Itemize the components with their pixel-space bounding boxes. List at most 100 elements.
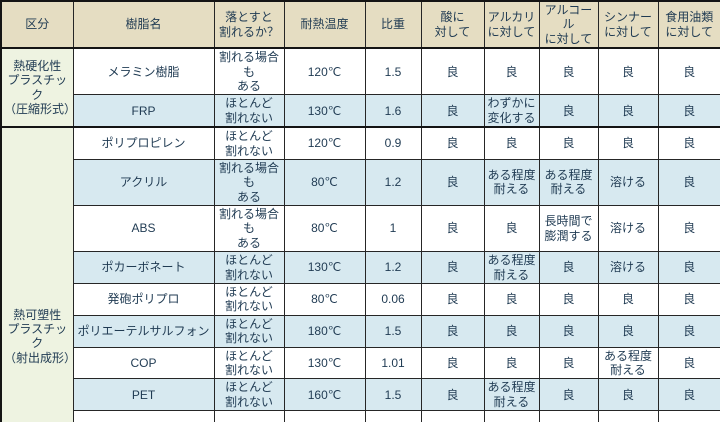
cell-acid: 良 xyxy=(420,283,485,316)
cell-crack: ほとんど 割れない xyxy=(213,126,285,160)
col-header-alkali: アルカリ に対して xyxy=(483,0,540,50)
cell-crack: ほとんど 割れない xyxy=(213,251,285,285)
cell-temp: 120℃ xyxy=(283,126,366,160)
cell-alcohol: 良 xyxy=(538,283,599,316)
cell-resin-name: PET xyxy=(72,378,215,412)
col-header-cooking-oil: 食用油類 に対して xyxy=(657,0,720,50)
col-header-alcohol: アルコール に対して xyxy=(538,0,599,50)
cell-temp: 160℃ xyxy=(283,378,366,412)
col-header-crack-when-dropped: 落とすと 割れるか？ xyxy=(213,0,285,50)
cell-alkali: わずかに 変化する xyxy=(483,94,540,128)
cell-alkali: 良 xyxy=(483,126,540,160)
cell-alcohol: 良 xyxy=(538,94,599,128)
cell-acid: 良 xyxy=(420,251,485,285)
cell-gravity: 0.06 xyxy=(364,283,422,316)
cell-acid: 良 xyxy=(420,378,485,412)
cell-temp: 80℃ xyxy=(283,283,366,316)
cell-alcohol: 良 xyxy=(538,314,599,348)
cell-alkali: 良 xyxy=(483,314,540,348)
cell-temp-split: 120℃ (0.45MPa) 65℃ (1.82MPa) xyxy=(283,410,366,422)
cell-crack: 割れる場合も ある xyxy=(213,158,285,207)
cell-acid: 良 xyxy=(420,410,485,422)
table-row: アクリル 割れる場合も ある 80℃ 1.2 良 ある程度 耐える ある程度 耐… xyxy=(1,158,720,207)
col-header-category: 区分 xyxy=(0,0,74,50)
cell-acid: 良 xyxy=(420,126,485,160)
col-header-resin-name: 樹脂名 xyxy=(72,0,215,50)
cell-gravity: 0.9 xyxy=(364,126,422,160)
cell-alkali: 良 xyxy=(483,346,540,380)
cell-temp: 80℃ xyxy=(283,158,366,207)
cell-alcohol: 良 xyxy=(538,378,599,412)
cell-resin-name: ポリエーテルサルフォン xyxy=(72,314,215,348)
cell-temp: 180℃ xyxy=(283,314,366,348)
cell-alkali: 良 xyxy=(483,205,540,253)
cell-crack: ほとんど 割れない xyxy=(213,94,285,128)
cell-crack: 割れる場合も ある xyxy=(213,410,285,422)
cell-acid: 良 xyxy=(420,47,485,96)
cell-resin-name: ポリ乳酸 xyxy=(72,410,215,422)
cell-resin-name: ABS xyxy=(72,205,215,253)
cell-gravity: 1.5 xyxy=(364,378,422,412)
cell-alkali: ある程度 耐える xyxy=(483,378,540,412)
cell-crack: ほとんど 割れない xyxy=(213,283,285,316)
cell-alkali: ある程度 耐える xyxy=(483,410,540,422)
cell-thinner: 溶ける xyxy=(597,251,659,285)
cell-alkali: ある程度 耐える xyxy=(483,251,540,285)
cell-thinner: 良 xyxy=(597,126,659,160)
col-header-acid: 酸に 対して xyxy=(420,0,485,50)
cell-alcohol: 良 xyxy=(538,47,599,96)
cell-gravity: 1.6 xyxy=(364,94,422,128)
cell-crack: 割れる場合も ある xyxy=(213,205,285,253)
cell-oil: 良 xyxy=(657,283,720,316)
table-row: COP ほとんど 割れない 130℃ 1.01 良 良 良 ある程度 耐える 良 xyxy=(1,346,720,380)
cell-temp: 130℃ xyxy=(283,251,366,285)
cell-alcohol: 良 xyxy=(538,251,599,285)
cell-acid: 良 xyxy=(420,314,485,348)
cell-crack: 割れる場合も ある xyxy=(213,47,285,96)
cell-oil: 良 xyxy=(657,314,720,348)
cell-resin-name: FRP xyxy=(72,94,215,128)
cell-thinner: 良 xyxy=(597,378,659,412)
col-header-heat-temp: 耐熱温度 xyxy=(283,0,366,50)
cell-alcohol: 良 xyxy=(538,410,599,422)
cell-oil: 良 xyxy=(657,94,720,128)
cell-gravity: 1.5 xyxy=(364,314,422,348)
col-header-specific-gravity: 比重 xyxy=(364,0,422,50)
cell-thinner: 良 xyxy=(597,94,659,128)
table-row: 発砲ポリプロ ほとんど 割れない 80℃ 0.06 良 良 良 良 良 xyxy=(1,283,720,316)
group-label-thermoplastic: 熱可塑性 プラスチック （射出成形） xyxy=(0,126,74,422)
cell-oil: 良 xyxy=(657,251,720,285)
cell-oil: 良 xyxy=(657,126,720,160)
cell-acid: 良 xyxy=(420,205,485,253)
header-row: 区分 樹脂名 落とすと 割れるか？ 耐熱温度 比重 酸に 対して アルカリ に対… xyxy=(0,0,720,50)
cell-oil: 良 xyxy=(657,346,720,380)
cell-resin-name: メラミン樹脂 xyxy=(72,47,215,96)
cell-thinner: 良 xyxy=(597,47,659,96)
table-row: ポリエーテルサルフォン ほとんど 割れない 180℃ 1.5 良 良 良 良 良 xyxy=(1,314,720,348)
cell-gravity: 1.2 xyxy=(364,158,422,207)
cell-gravity: 1.01 xyxy=(364,346,422,380)
cell-thinner: 良 xyxy=(597,283,659,316)
cell-alkali: ある程度 耐える xyxy=(483,158,540,207)
cell-alcohol: 長時間で 膨潤する xyxy=(538,205,599,253)
cell-thinner: 溶ける xyxy=(597,158,659,207)
cell-alcohol: 良 xyxy=(538,346,599,380)
cell-gravity: 1.42 xyxy=(364,410,422,422)
cell-alkali: 良 xyxy=(483,283,540,316)
cell-gravity: 1 xyxy=(364,205,422,253)
cell-alcohol: ある程度 耐える xyxy=(538,158,599,207)
cell-temp: 130℃ xyxy=(283,94,366,128)
cell-resin-name: 発砲ポリプロ xyxy=(72,283,215,316)
cell-crack: ほとんど 割れない xyxy=(213,378,285,412)
table-row: ポリ乳酸 割れる場合も ある 120℃ (0.45MPa) 65℃ (1.82M… xyxy=(1,410,720,422)
group-label-thermosetting: 熱硬化性 プラスチック （圧縮形式） xyxy=(0,47,74,128)
cell-thinner: ある程度 耐える xyxy=(597,346,659,380)
table-row: FRP ほとんど 割れない 130℃ 1.6 良 わずかに 変化する 良 良 良 xyxy=(1,94,720,128)
cell-resin-name: COP xyxy=(72,346,215,380)
table-row: ポカーボネート ほとんど 割れない 130℃ 1.2 良 ある程度 耐える 良 … xyxy=(1,251,720,285)
cell-alkali: 良 xyxy=(483,47,540,96)
cell-acid: 良 xyxy=(420,158,485,207)
cell-resin-name: ポリプロピレン xyxy=(72,126,215,160)
